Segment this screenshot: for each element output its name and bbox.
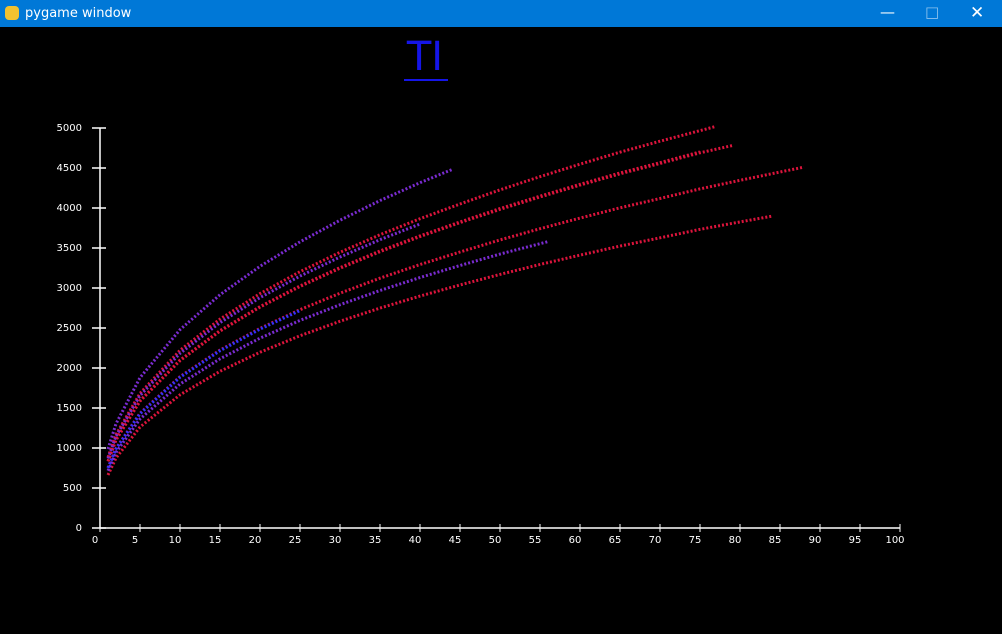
x-tick-label: 85: [769, 535, 782, 546]
chart: TI 0 5 10 15 20 25 30 35 40 45 50 55 60 65 70 75 80 85 90 9…: [57, 34, 905, 546]
x-tick-label: 45: [449, 535, 462, 546]
x-tick-label: 30: [329, 535, 342, 546]
x-tick-label: 90: [809, 535, 822, 546]
data-line: [106, 214, 773, 476]
maximize-button[interactable]: □: [925, 3, 940, 21]
x-tick-label: 55: [529, 535, 542, 546]
y-tick-label: 4000: [57, 203, 82, 214]
y-tick-label: 3000: [57, 283, 82, 294]
chart-title: TI: [406, 34, 443, 80]
x-tick-label: 70: [649, 535, 662, 546]
y-tick-label: 2000: [57, 363, 82, 374]
minimize-button[interactable]: —: [880, 3, 895, 21]
data-line: [106, 222, 421, 459]
x-tick-label: 5: [132, 535, 138, 546]
app-icon: [5, 6, 19, 20]
y-tick-label: 3500: [57, 243, 82, 254]
close-button[interactable]: ✕: [970, 3, 985, 23]
x-tick-label: 40: [409, 535, 422, 546]
x-tick-label: 60: [569, 535, 582, 546]
x-tick-label: 100: [885, 535, 904, 546]
x-tick-label: 0: [92, 535, 98, 546]
y-tick-label: 4500: [57, 163, 82, 174]
x-tick-label: 25: [289, 535, 302, 546]
data-line: [106, 144, 733, 462]
x-tick-label: 80: [729, 535, 742, 546]
x-tick-label: 35: [369, 535, 382, 546]
y-tick-label: 5000: [57, 123, 82, 134]
y-tick-label: 500: [63, 483, 82, 494]
data-line: [106, 240, 549, 472]
data-line: [106, 309, 301, 469]
data-line: [106, 150, 701, 462]
data-line: [106, 124, 717, 458]
x-tick-label: 15: [209, 535, 222, 546]
title-bar: pygame window — □ ✕: [0, 0, 1002, 27]
data-line: [106, 168, 453, 450]
x-tick-label: 50: [489, 535, 502, 546]
y-tick-label: 1500: [57, 403, 82, 414]
x-tick-label: 10: [169, 535, 182, 546]
data-line: [106, 165, 805, 469]
y-tick-label: 1000: [57, 443, 82, 454]
x-tick-label: 20: [249, 535, 262, 546]
x-tick-label: 95: [849, 535, 862, 546]
window-title: pygame window: [25, 6, 132, 21]
y-tick-label: 0: [76, 523, 82, 534]
x-tick-label: 65: [609, 535, 622, 546]
y-tick-label: 2500: [57, 323, 82, 334]
x-tick-label: 75: [689, 535, 702, 546]
